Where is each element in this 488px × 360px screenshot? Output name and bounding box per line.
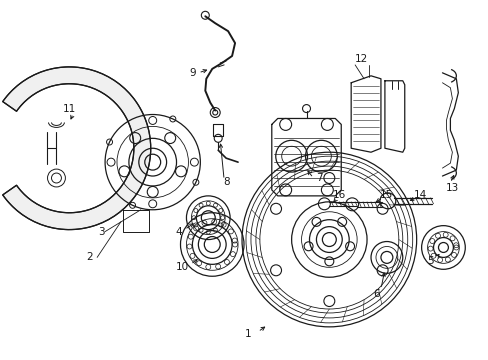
Text: 14: 14: [413, 190, 427, 200]
Text: 9: 9: [189, 68, 195, 78]
Text: 4: 4: [175, 226, 182, 237]
Text: 16: 16: [332, 190, 345, 200]
Text: 2: 2: [86, 252, 92, 262]
Text: 12: 12: [354, 54, 367, 64]
Text: 1: 1: [244, 329, 251, 339]
Text: 8: 8: [223, 177, 229, 187]
Text: 15: 15: [380, 190, 393, 200]
Text: 5: 5: [427, 256, 433, 266]
Text: 7: 7: [315, 173, 322, 183]
Text: 11: 11: [62, 104, 76, 113]
Text: 13: 13: [445, 183, 458, 193]
Text: 10: 10: [176, 262, 189, 272]
Text: 6: 6: [373, 289, 380, 299]
Polygon shape: [3, 67, 150, 230]
Text: 3: 3: [98, 226, 104, 237]
